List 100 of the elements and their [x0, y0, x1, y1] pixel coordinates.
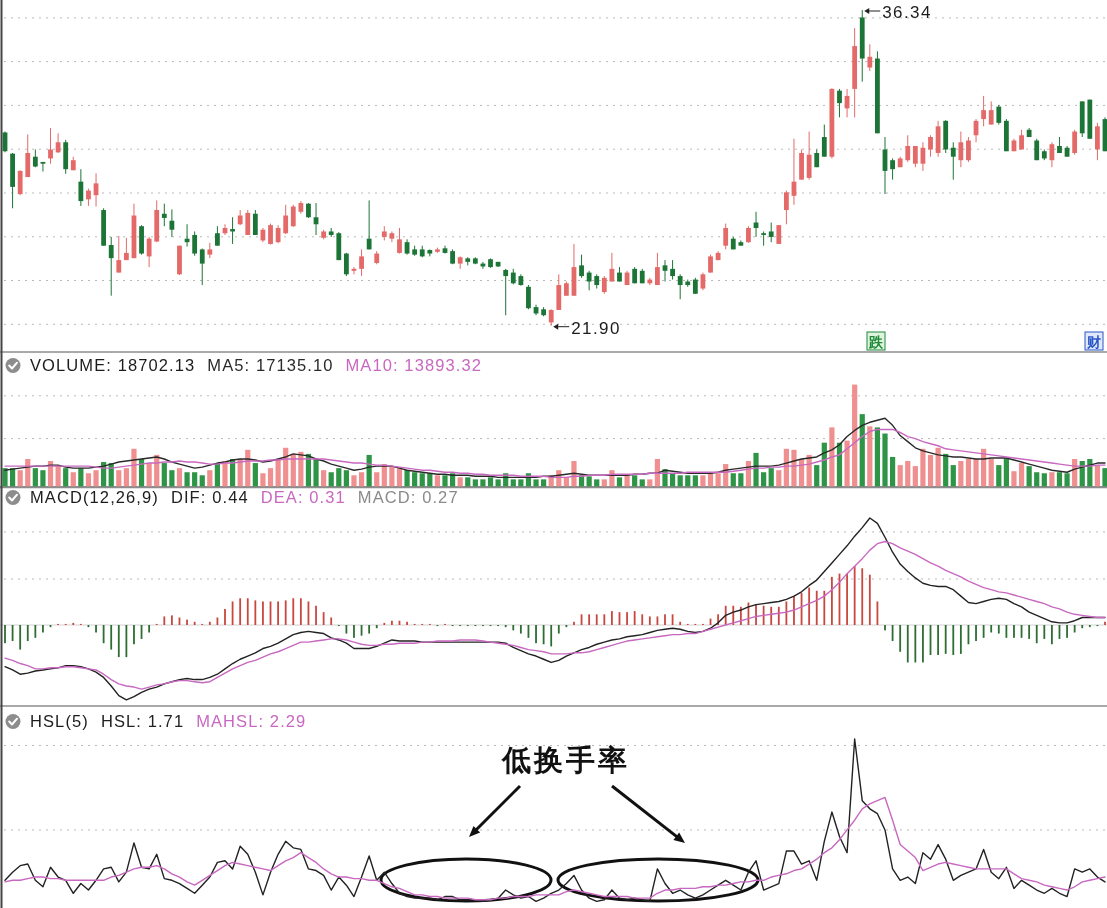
- bar: [753, 452, 759, 487]
- bar: [442, 475, 448, 487]
- bar: [844, 440, 850, 487]
- bar: [533, 479, 539, 487]
- text: DEA: 0.31: [260, 488, 346, 506]
- bar: [267, 468, 274, 487]
- bar: [654, 458, 661, 487]
- bar: [594, 479, 600, 487]
- bar: [457, 477, 463, 487]
- bar: [647, 479, 653, 487]
- bar: [9, 468, 16, 487]
- text: 跌: [868, 333, 884, 350]
- bar: [85, 473, 92, 487]
- bar: [988, 458, 994, 487]
- bar: [1026, 466, 1032, 487]
- text: DIF: 0.44: [170, 488, 249, 506]
- bar: [965, 458, 972, 487]
- bar: [17, 470, 23, 487]
- bar: [601, 479, 607, 487]
- bar: [761, 472, 767, 487]
- bar: [1102, 468, 1107, 487]
- bar: [214, 463, 221, 487]
- chart-title: HSL(5): [30, 712, 89, 730]
- bar: [889, 456, 896, 487]
- bar: [563, 477, 569, 487]
- bar: [730, 473, 736, 487]
- bar: [768, 468, 774, 487]
- bar: [184, 472, 190, 487]
- bar: [912, 466, 918, 487]
- bar: [2, 468, 8, 487]
- bar: [700, 475, 706, 487]
- bar: [389, 466, 395, 487]
- bar: [70, 472, 76, 487]
- bar: [419, 473, 425, 487]
- chart-title: VOLUME: 18702.13: [30, 356, 196, 374]
- bar: [374, 472, 380, 487]
- bar: [465, 477, 471, 487]
- bar: [632, 475, 638, 487]
- bar: [798, 458, 805, 487]
- bar: [449, 473, 456, 487]
- bar: [252, 463, 258, 487]
- bar: [321, 470, 327, 487]
- bar: [738, 473, 744, 487]
- bar: [882, 433, 888, 487]
- bar: [260, 473, 266, 487]
- bar: [343, 470, 349, 487]
- bar: [131, 448, 137, 487]
- bar: [927, 454, 934, 487]
- bar: [692, 475, 698, 487]
- bar: [495, 479, 501, 487]
- bar: [328, 472, 334, 487]
- bar: [510, 479, 516, 487]
- bar: [950, 465, 956, 487]
- bar: [541, 479, 547, 487]
- bar: [783, 448, 789, 487]
- bar: [639, 479, 645, 487]
- bar: [116, 470, 122, 487]
- bar: [518, 479, 524, 487]
- bar: [1056, 472, 1063, 487]
- bar: [920, 448, 926, 487]
- bar: [867, 426, 873, 487]
- bar: [1003, 457, 1009, 487]
- bar: [192, 472, 198, 487]
- bar: [1041, 473, 1047, 487]
- bar: [351, 475, 357, 487]
- bar: [1064, 473, 1070, 487]
- annotation: 低换手率: [501, 743, 630, 777]
- bar: [138, 458, 145, 487]
- bar: [336, 468, 342, 487]
- text: MA10: 13893.32: [345, 356, 482, 374]
- bar: [715, 473, 721, 487]
- bar: [996, 465, 1002, 487]
- bar: [480, 479, 486, 487]
- bar: [396, 468, 403, 487]
- text: MA5: 17135.10: [207, 356, 334, 374]
- annotation: 36.34: [882, 3, 932, 22]
- bar: [161, 463, 167, 487]
- text: MACD: 0.27: [357, 488, 459, 506]
- bar: [677, 475, 683, 487]
- bar: [1094, 465, 1101, 487]
- bar: [63, 468, 69, 487]
- bar: [1049, 472, 1055, 487]
- bar: [814, 465, 820, 487]
- bar: [404, 470, 410, 487]
- bar: [358, 472, 365, 487]
- bar: [93, 470, 99, 487]
- bar: [123, 468, 129, 487]
- bar: [973, 458, 979, 487]
- bar: [412, 472, 418, 487]
- bar: [958, 461, 964, 487]
- bar: [313, 458, 319, 487]
- bar: [55, 465, 61, 487]
- bar: [78, 468, 84, 487]
- bar: [1018, 463, 1025, 487]
- bar: [586, 476, 592, 487]
- bar: [207, 470, 213, 487]
- bar: [776, 470, 782, 487]
- bar: [472, 479, 478, 487]
- bar: [434, 475, 441, 487]
- bar: [669, 473, 676, 487]
